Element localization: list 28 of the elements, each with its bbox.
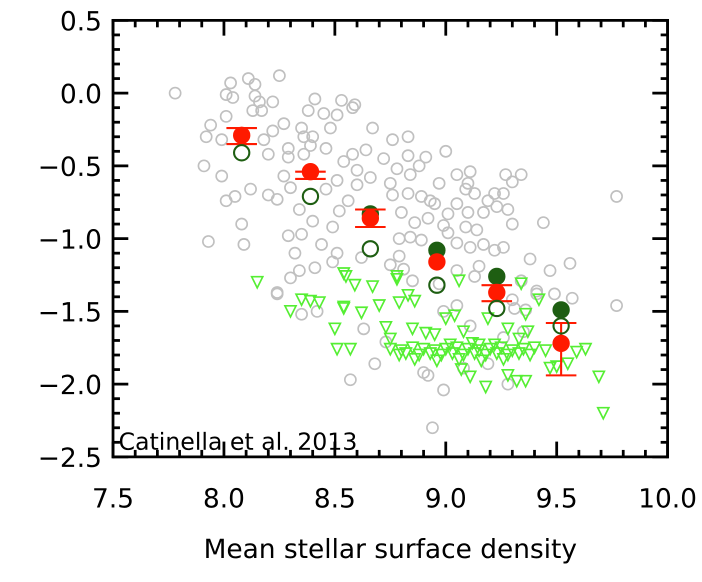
y-tick-label: 0.0 bbox=[62, 84, 100, 104]
point bbox=[488, 284, 506, 302]
x-tick-label: 10.0 bbox=[641, 488, 696, 508]
x-tick-label: 9.0 bbox=[426, 488, 465, 508]
point bbox=[488, 300, 506, 318]
point bbox=[362, 210, 380, 227]
x-tick-label: 9.5 bbox=[537, 488, 576, 508]
point bbox=[302, 188, 320, 206]
x-tick-label: 8.0 bbox=[204, 488, 244, 508]
point bbox=[302, 163, 320, 180]
y-tick-label: 0.5 bbox=[62, 10, 100, 31]
y-tick-label: −1.5 bbox=[40, 302, 100, 322]
y-tick-label: −0.5 bbox=[40, 156, 100, 176]
point bbox=[552, 334, 570, 352]
point bbox=[428, 253, 446, 271]
point bbox=[233, 144, 250, 162]
point bbox=[233, 126, 250, 144]
y-tick-label: −2.5 bbox=[40, 447, 100, 468]
x-axis-title: Mean stellar surface density bbox=[206, 538, 576, 564]
x-tick-label: 8.5 bbox=[316, 488, 354, 508]
y-tick-label: −2.0 bbox=[40, 374, 100, 395]
y-tick-label: −1.0 bbox=[40, 229, 100, 250]
point bbox=[428, 276, 446, 294]
point bbox=[488, 268, 506, 286]
point bbox=[362, 240, 380, 258]
x-tick-label: 7.5 bbox=[94, 488, 132, 508]
point bbox=[552, 301, 570, 319]
point bbox=[552, 317, 570, 335]
